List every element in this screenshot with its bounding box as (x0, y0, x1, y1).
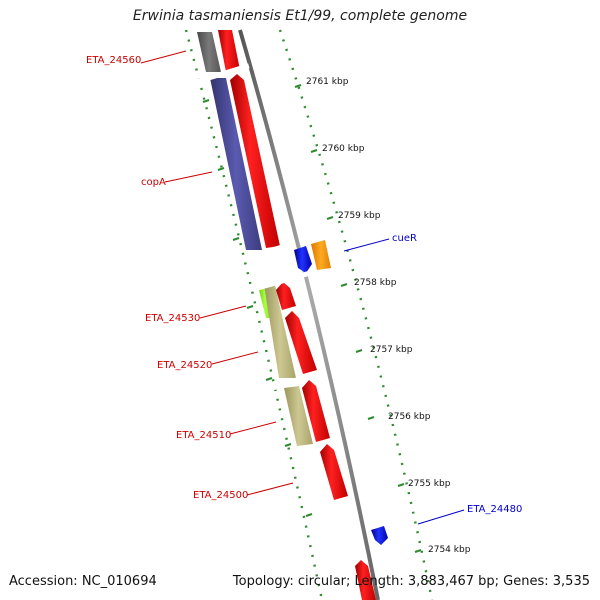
gene-red-1 (218, 30, 240, 72)
tick-label: 2754 kbp (428, 545, 471, 555)
tick-labels: 2761 kbp 2760 kbp 2759 kbp 2758 kbp 2757… (306, 77, 471, 555)
reverse-strand-features (197, 32, 331, 446)
gene-eta-24530-tan (264, 285, 296, 378)
gene-copa-purple (210, 78, 262, 250)
gene-red-6 (320, 444, 348, 500)
tick-label: 2760 kbp (322, 144, 365, 154)
map-title: Erwinia tasmaniensis Et1/99, complete ge… (132, 8, 468, 24)
genome-backbone (238, 29, 380, 600)
gene-label-eta-24520: ETA_24520 (157, 360, 212, 371)
accession-text: Accession: NC_010694 (9, 574, 157, 589)
gene-labels: ETA_24560 copA cueR ETA_24530 ETA_24520 … (86, 55, 522, 515)
gene-label-eta-24530: ETA_24530 (145, 313, 200, 324)
gene-label-eta-24500: ETA_24500 (193, 490, 248, 501)
tick-marks (202, 84, 422, 553)
tick-track (184, 29, 434, 600)
tick-label: 2759 kbp (338, 211, 381, 221)
forward-strand-features (218, 30, 388, 600)
tick-label: 2761 kbp (306, 77, 349, 87)
gene-red-2 (230, 74, 280, 248)
gene-label-eta-24480: ETA_24480 (467, 504, 522, 515)
gene-label-eta-24560: ETA_24560 (86, 55, 141, 66)
gene-cuer-orange (311, 240, 331, 270)
gene-red-7 (355, 560, 376, 600)
segment-gaps (190, 63, 320, 391)
gene-red-5 (302, 380, 330, 442)
tick-label: 2755 kbp (408, 479, 451, 489)
gene-cuer-blue (294, 246, 312, 273)
gene-label-copa: copA (141, 177, 166, 188)
label-leaders (140, 50, 465, 525)
tick-label: 2756 kbp (388, 412, 431, 422)
gene-eta-24560-grey (197, 32, 221, 72)
gene-label-eta-24510: ETA_24510 (176, 430, 231, 441)
genome-summary-text: Topology: circular; Length: 3,883,467 bp… (232, 574, 590, 589)
gene-eta-24480-blue (371, 526, 388, 545)
tick-label: 2757 kbp (370, 345, 413, 355)
gene-red-3 (276, 282, 296, 310)
gene-eta-24510-tan (284, 386, 313, 446)
gene-label-cuer: cueR (392, 233, 417, 244)
gene-red-4 (285, 311, 317, 374)
tick-label: 2758 kbp (354, 278, 397, 288)
